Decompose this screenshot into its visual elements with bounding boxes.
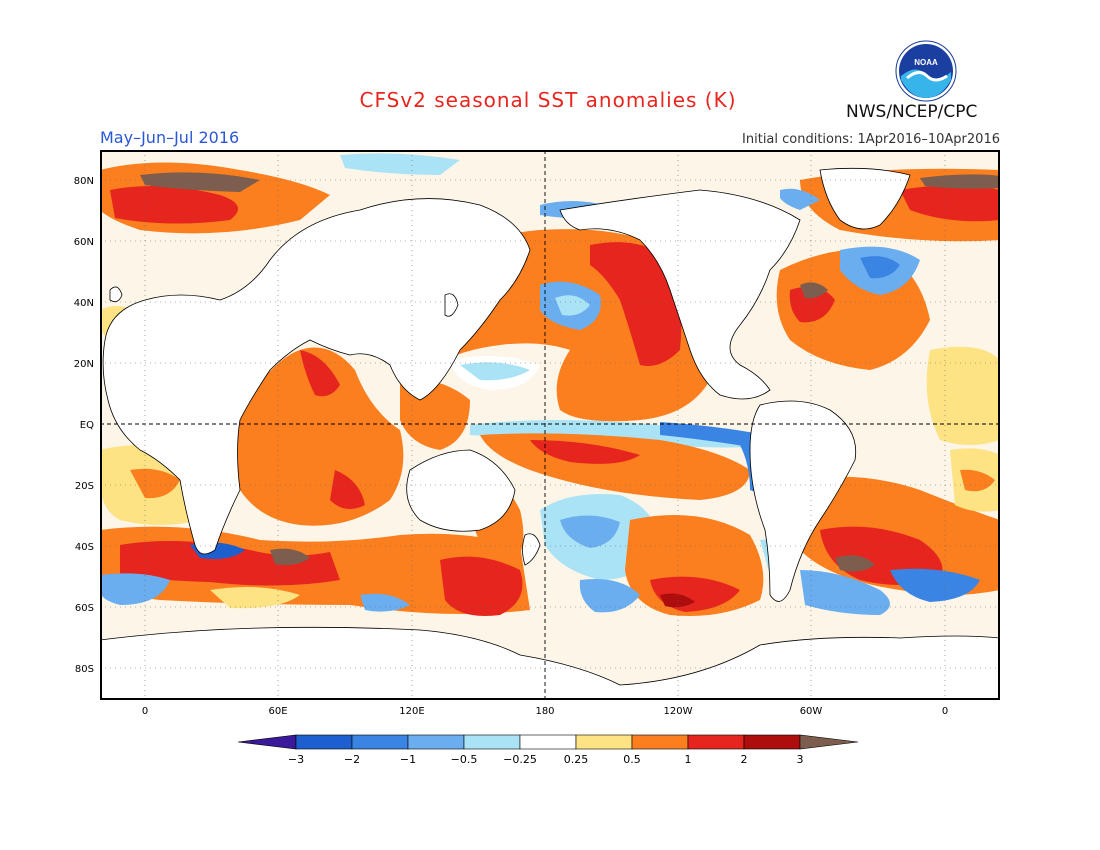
- colorbar-arrow-high: [799, 734, 859, 750]
- colorbar-tick-label: −3: [288, 753, 304, 766]
- colorbar-cell: [407, 734, 465, 750]
- colorbar-arrow-low: [238, 734, 297, 750]
- colorbar-tick-label: 3: [797, 753, 804, 766]
- forecast-period: May–Jun–Jul 2016: [100, 128, 240, 147]
- colorbar-tick-label: −1: [400, 753, 416, 766]
- lon-label: 120W: [664, 706, 693, 717]
- colorbar-cell: [687, 734, 745, 750]
- colorbar-cell: [519, 734, 577, 750]
- chart-title: CFSv2 seasonal SST anomalies (K): [359, 88, 737, 112]
- colorbar: −3 −2 −1 −0.5 −0.25 0.25 0.5 1 2 3: [238, 734, 859, 766]
- lon-label: 60W: [800, 706, 823, 717]
- colorbar-cell: [575, 734, 633, 750]
- lat-label: 60S: [75, 603, 94, 614]
- colorbar-cell: [351, 734, 409, 750]
- agency-label: NWS/NCEP/CPC: [846, 102, 978, 122]
- equator-dateline: [100, 150, 1000, 700]
- colorbar-tick-label: 1: [685, 753, 692, 766]
- lat-label: 20S: [75, 481, 94, 492]
- lat-label: 60N: [74, 237, 94, 248]
- colorbar-tick-label: 2: [741, 753, 748, 766]
- colorbar-cell: [631, 734, 689, 750]
- initial-conditions: Initial conditions: 1Apr2016–10Apr2016: [742, 132, 1000, 147]
- lon-label: 0: [942, 706, 948, 717]
- colorbar-tick-label: −0.5: [451, 753, 478, 766]
- lat-label: 80N: [74, 176, 94, 187]
- colorbar-tick-label: −0.25: [503, 753, 537, 766]
- colorbar-tick-label: −2: [344, 753, 360, 766]
- colorbar-cell: [295, 734, 353, 750]
- colorbar-cell: [743, 734, 801, 750]
- colorbar-cells: [238, 734, 859, 750]
- colorbar-ticks: −3 −2 −1 −0.5 −0.25 0.25 0.5 1 2 3: [288, 753, 804, 766]
- lat-label: 20N: [74, 359, 94, 370]
- lon-label: 60E: [268, 706, 287, 717]
- continents: [100, 167, 1000, 700]
- lat-label: 40S: [75, 542, 94, 553]
- lon-label: 0: [142, 706, 148, 717]
- lon-label: 120E: [399, 706, 424, 717]
- colorbar-tick-label: 0.25: [564, 753, 589, 766]
- lat-label: EQ: [80, 420, 94, 431]
- map-frame: [100, 150, 1000, 700]
- lat-label: 80S: [75, 664, 94, 675]
- lat-label: 40N: [74, 298, 94, 309]
- logo-text: NOAA: [914, 58, 938, 67]
- lon-label: 180: [535, 706, 554, 717]
- graticule: [100, 150, 1000, 700]
- colorbar-tick-label: 0.5: [623, 753, 641, 766]
- colorbar-cell: [463, 734, 521, 750]
- noaa-logo-icon: NOAA: [895, 40, 957, 102]
- sst-anomaly-map: [100, 150, 1000, 700]
